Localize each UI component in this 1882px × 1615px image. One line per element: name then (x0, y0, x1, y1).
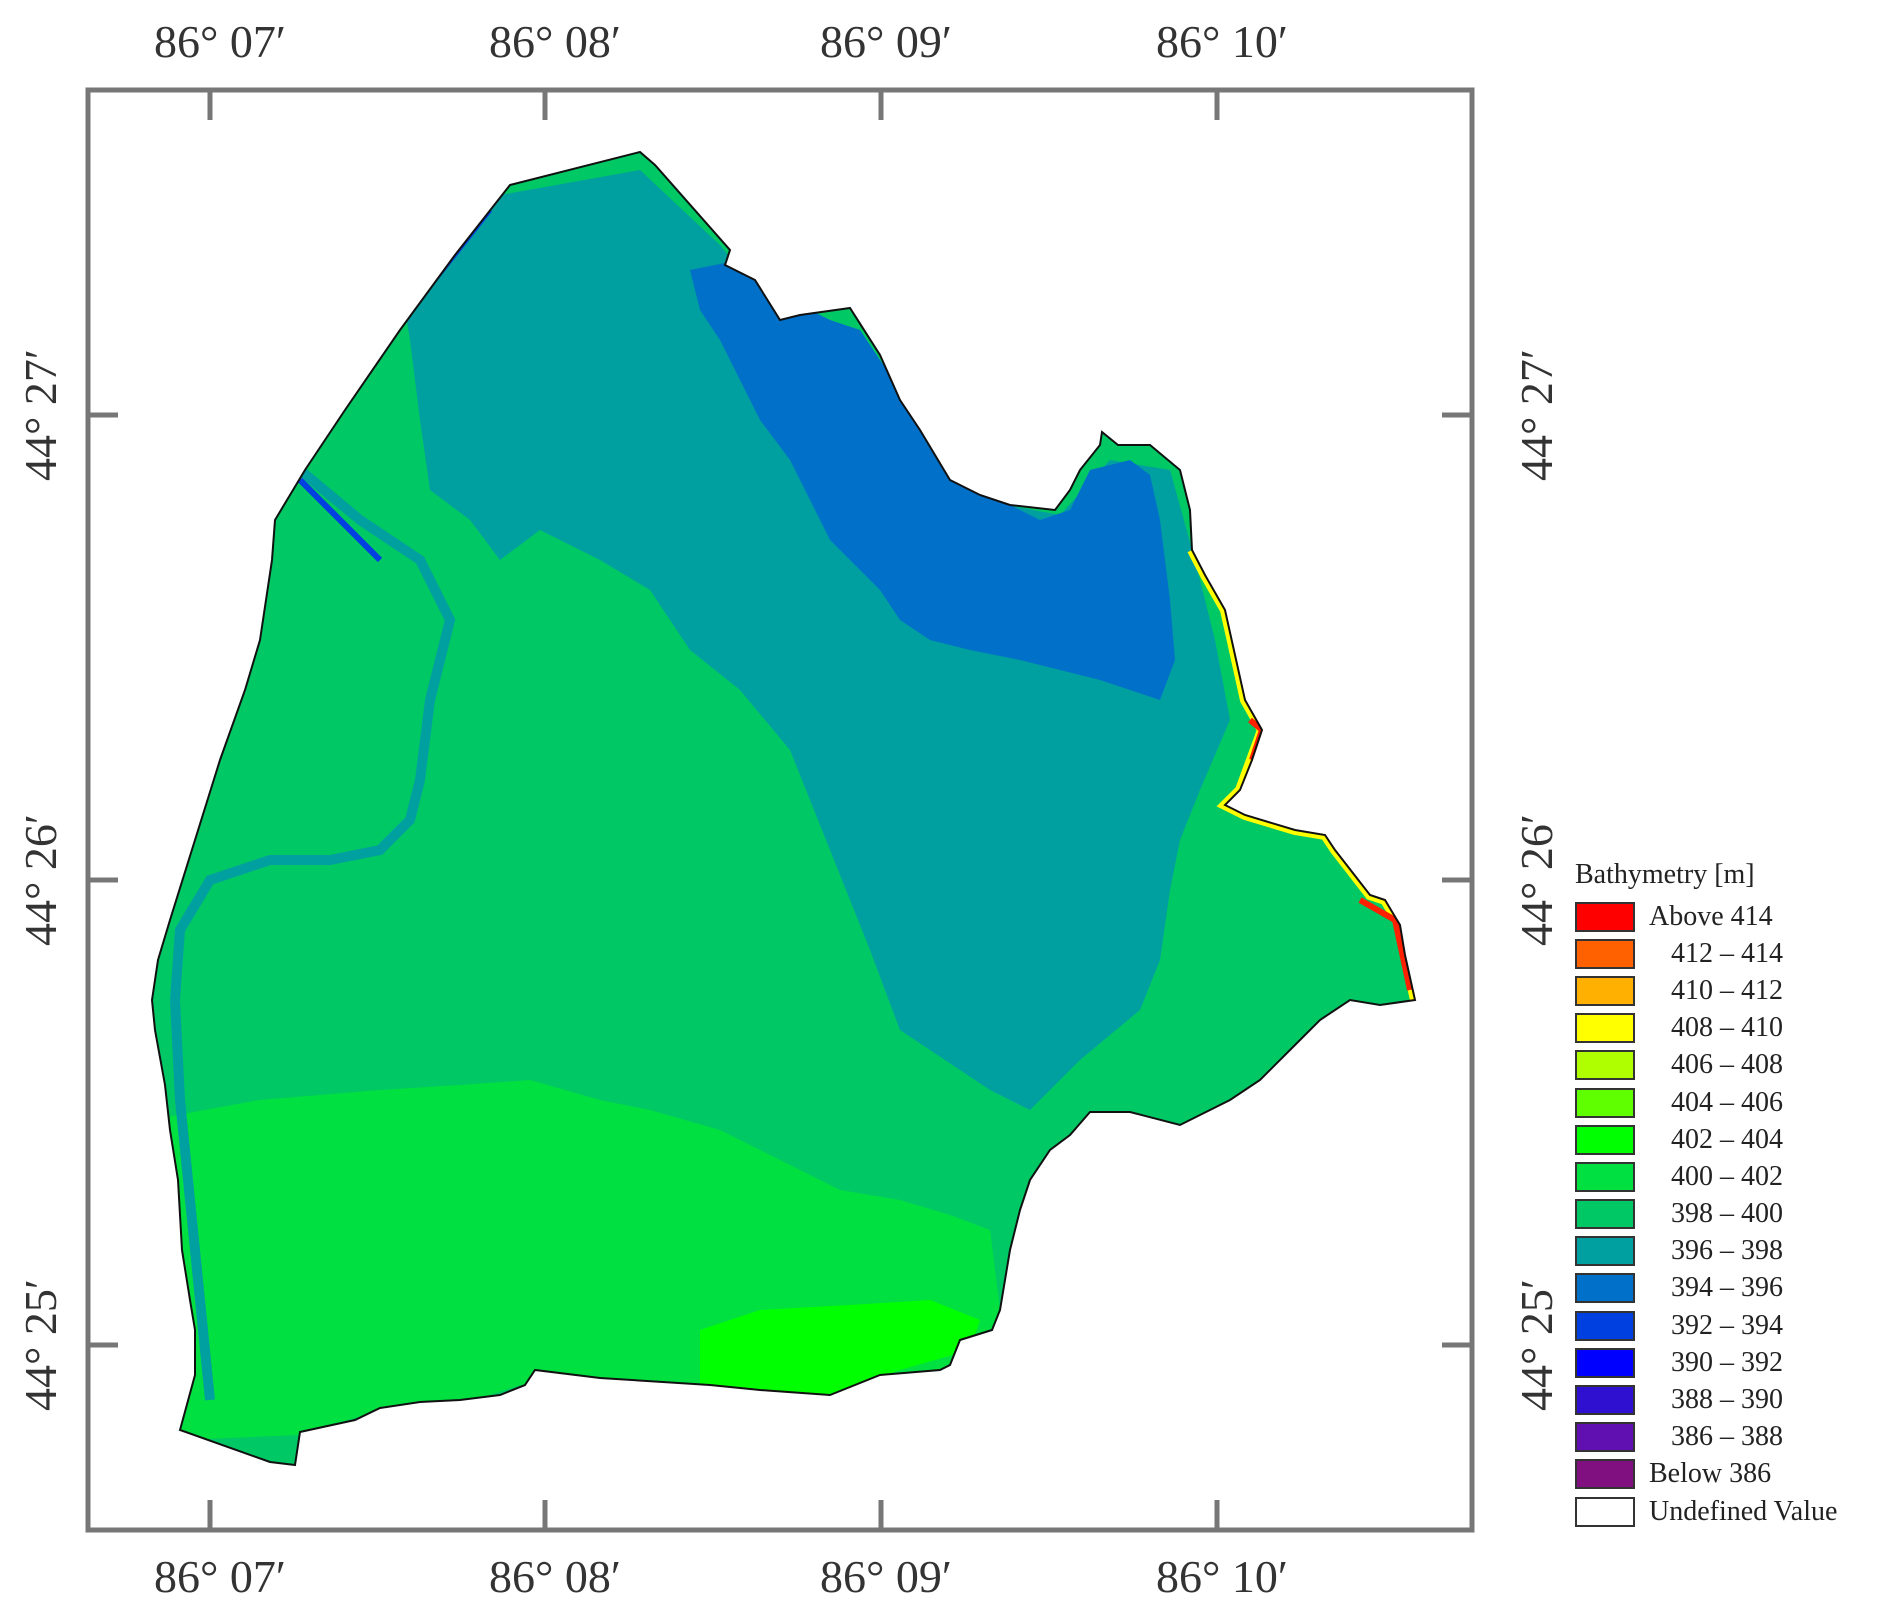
legend-item: 390 – 392 (1575, 1344, 1875, 1381)
lat-label-left: 44° 26′ (15, 814, 66, 946)
legend: Bathymetry [m] Above 414 412 – 414 410 – 4… (1575, 858, 1875, 1530)
legend-item: 392 – 394 (1575, 1307, 1875, 1344)
legend-swatch (1575, 1050, 1635, 1081)
legend-label: Below 386 (1649, 1458, 1772, 1490)
legend-item: 404 – 406 (1575, 1084, 1875, 1121)
legend-swatch (1575, 1347, 1635, 1378)
legend-label: 406 – 408 (1671, 1049, 1783, 1081)
legend-label: 390 – 392 (1671, 1346, 1783, 1378)
legend-label: 404 – 406 (1671, 1086, 1783, 1118)
lat-label-left: 44° 25′ (15, 1279, 66, 1411)
legend-label: 394 – 396 (1671, 1272, 1783, 1304)
legend-swatch (1575, 1161, 1635, 1192)
legend-swatch (1575, 1236, 1635, 1267)
tick-marks (88, 90, 1472, 1530)
legend-label: 408 – 410 (1671, 1012, 1783, 1044)
legend-item: 398 – 400 (1575, 1196, 1875, 1233)
legend-swatch (1575, 1087, 1635, 1118)
map-frame (85, 87, 1475, 1533)
legend-swatch (1575, 1385, 1635, 1416)
legend-label: 386 – 388 (1671, 1421, 1783, 1453)
legend-item: 386 – 388 (1575, 1419, 1875, 1456)
legend-item: 396 – 398 (1575, 1233, 1875, 1270)
legend-swatch (1575, 1459, 1635, 1490)
legend-swatch (1575, 1310, 1635, 1341)
lat-label-right: 44° 26′ (1511, 814, 1562, 946)
lon-label-top: 86° 08′ (489, 16, 621, 67)
lon-label-bottom: 86° 08′ (489, 1551, 621, 1602)
lat-label-right: 44° 27′ (1511, 349, 1562, 481)
legend-title: Bathymetry [m] (1575, 859, 1755, 890)
lon-label-bottom: 86° 10′ (1156, 1551, 1288, 1602)
legend-label: 410 – 412 (1671, 974, 1783, 1006)
legend-swatch (1575, 975, 1635, 1006)
legend-item: 400 – 402 (1575, 1158, 1875, 1195)
legend-swatch (1575, 938, 1635, 969)
legend-swatch (1575, 1422, 1635, 1453)
lon-label-bottom: 86° 09′ (820, 1551, 952, 1602)
legend-swatch (1575, 1013, 1635, 1044)
legend-items: Above 414 412 – 414 410 – 412 408 – 410 406 … (1575, 898, 1875, 1530)
legend-item: Below 386 (1575, 1456, 1875, 1493)
legend-swatch (1575, 1199, 1635, 1230)
legend-item: 410 – 412 (1575, 972, 1875, 1009)
lake-outline (150, 150, 1417, 1467)
legend-label: 402 – 404 (1671, 1123, 1783, 1155)
legend-item: 412 – 414 (1575, 935, 1875, 972)
legend-label: Undefined Value (1649, 1495, 1838, 1527)
legend-label: Above 414 (1649, 900, 1773, 932)
legend-label: 398 – 400 (1671, 1198, 1783, 1230)
legend-item: 394 – 396 (1575, 1270, 1875, 1307)
lon-label-bottom: 86° 07′ (154, 1551, 286, 1602)
legend-swatch (1575, 1496, 1635, 1527)
legend-item: Above 414 (1575, 898, 1875, 935)
legend-swatch (1575, 1273, 1635, 1304)
legend-label: 388 – 390 (1671, 1384, 1783, 1416)
lat-label-left: 44° 27′ (15, 349, 66, 481)
legend-item: 388 – 390 (1575, 1381, 1875, 1418)
legend-item: 406 – 408 (1575, 1047, 1875, 1084)
lake-bathymetry (152, 152, 1415, 1465)
legend-swatch (1575, 1124, 1635, 1155)
legend-item: 402 – 404 (1575, 1121, 1875, 1158)
legend-label: 412 – 414 (1671, 937, 1783, 969)
legend-item: Undefined Value (1575, 1493, 1875, 1530)
legend-label: 392 – 394 (1671, 1309, 1783, 1341)
legend-item: 408 – 410 (1575, 1010, 1875, 1047)
legend-swatch (1575, 901, 1635, 932)
lon-label-top: 86° 07′ (154, 16, 286, 67)
lon-label-top: 86° 09′ (820, 16, 952, 67)
lat-label-right: 44° 25′ (1511, 1279, 1562, 1411)
lon-label-top: 86° 10′ (1156, 16, 1288, 67)
legend-label: 400 – 402 (1671, 1160, 1783, 1192)
legend-label: 396 – 398 (1671, 1235, 1783, 1267)
